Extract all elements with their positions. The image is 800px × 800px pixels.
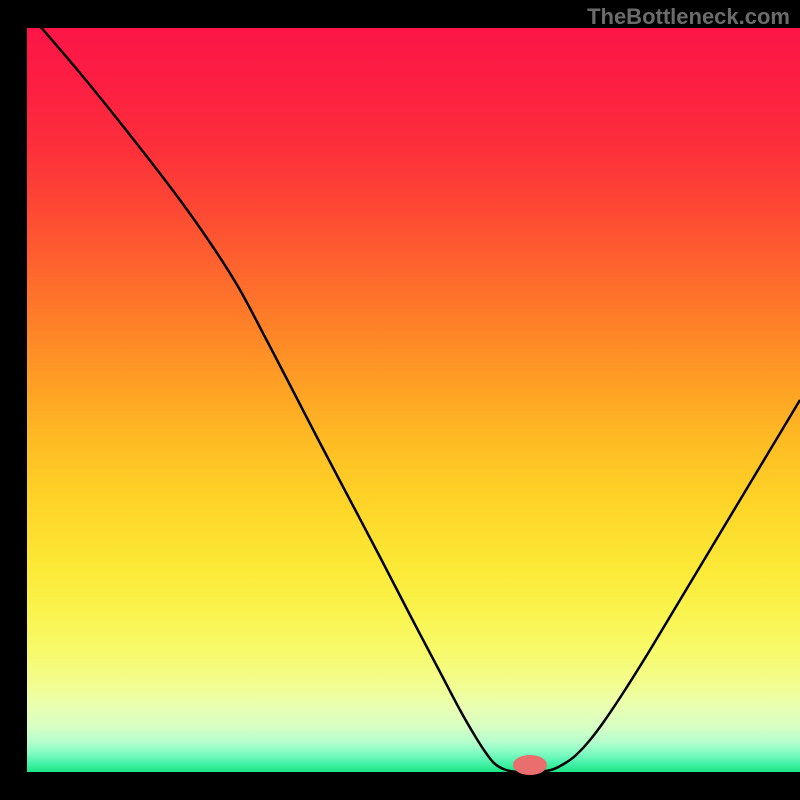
watermark-text: TheBottleneck.com [587, 4, 790, 30]
chart-container: TheBottleneck.com [0, 0, 800, 800]
plot-border-left [0, 0, 27, 800]
plot-border-bottom [0, 772, 800, 800]
plot-background [27, 28, 800, 772]
bottleneck-chart [0, 0, 800, 800]
optimal-marker [513, 755, 547, 775]
